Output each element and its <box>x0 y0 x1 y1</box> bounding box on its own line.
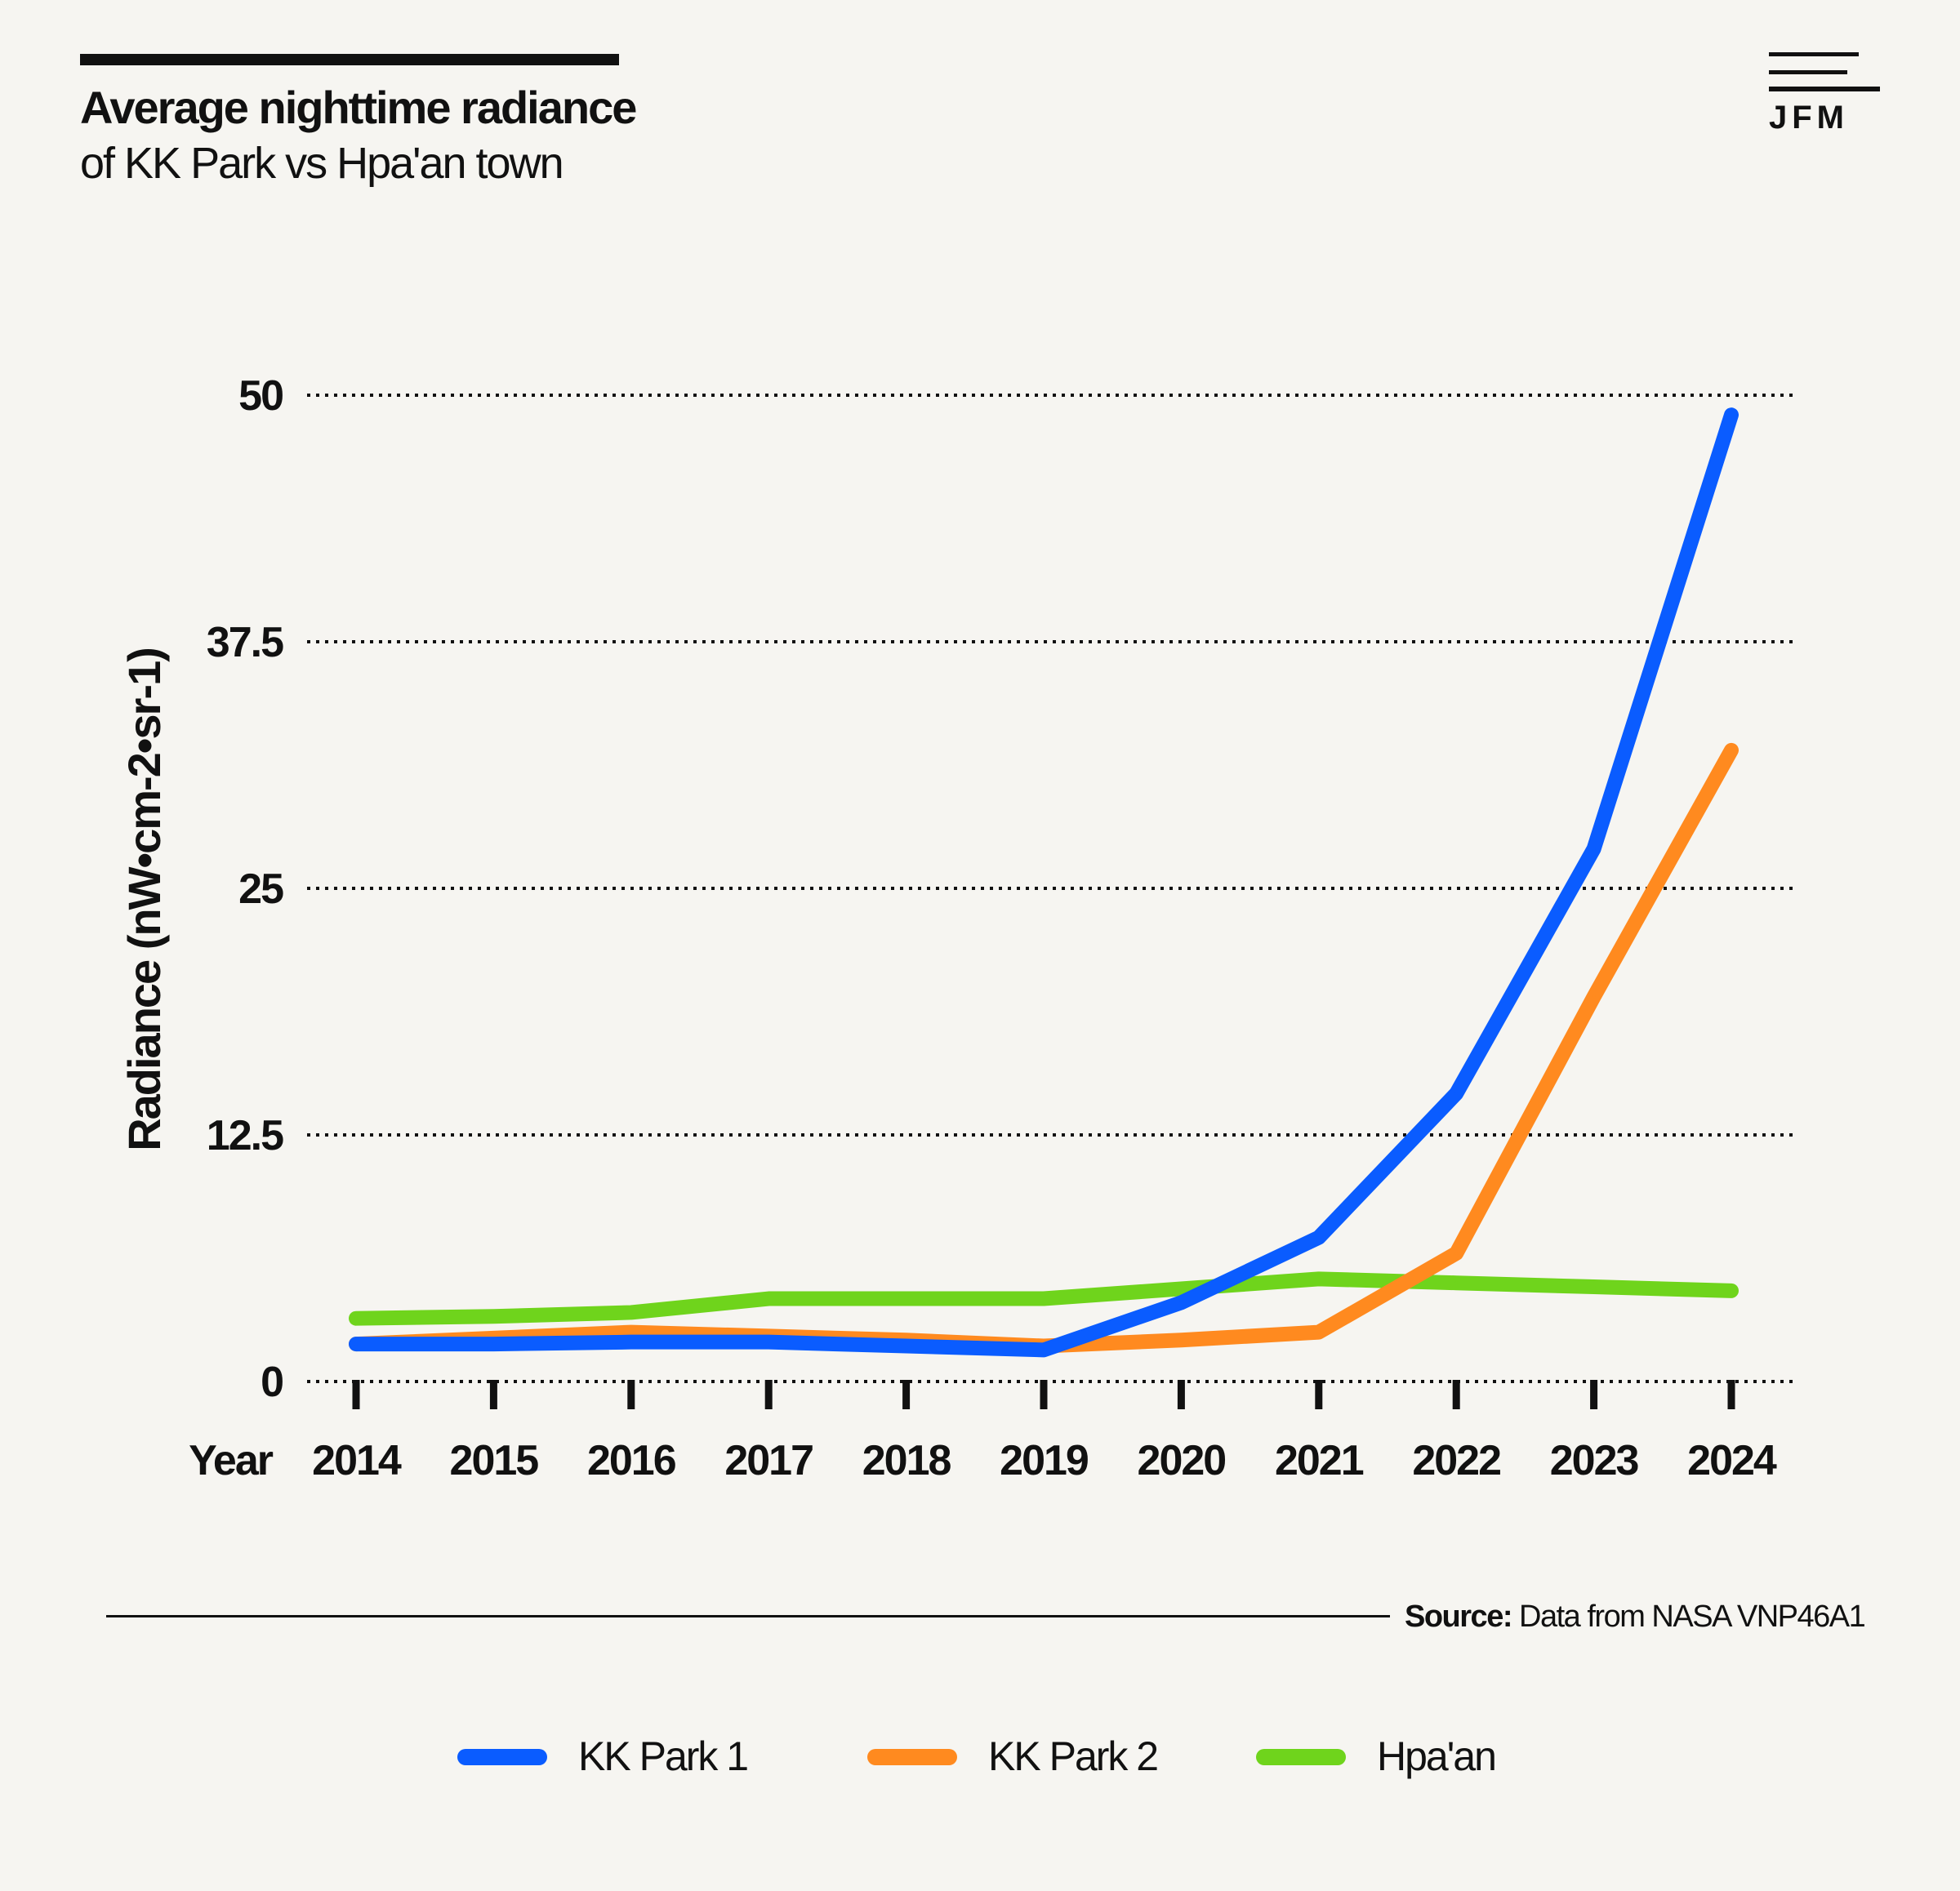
data-point <box>904 1344 908 1348</box>
logo-text: JFM <box>1769 100 1849 136</box>
title-rule <box>80 54 619 65</box>
x-tick-label: 2014 <box>312 1437 402 1484</box>
logo-line <box>1769 70 1847 74</box>
y-tick-label: 37.5 <box>207 619 283 666</box>
y-tick-label: 25 <box>238 865 283 913</box>
legend-label: Hpa'an <box>1377 1733 1497 1779</box>
y-tick-label: 50 <box>238 372 283 420</box>
source-text: Data from NASA VNP46A1 <box>1519 1600 1866 1634</box>
data-point <box>767 1340 771 1344</box>
data-point <box>354 1316 358 1320</box>
y-tick-label: 0 <box>261 1359 283 1406</box>
data-point <box>1316 1330 1321 1334</box>
legend-swatch <box>457 1749 547 1765</box>
chart-legend: KK Park 1 KK Park 2 Hpa'an <box>0 1723 1960 1788</box>
data-point <box>492 1315 496 1319</box>
data-point <box>904 1297 908 1301</box>
x-tick-label: 2020 <box>1138 1437 1226 1484</box>
legend-label: KK Park 2 <box>988 1733 1159 1779</box>
data-point <box>1042 1348 1045 1352</box>
data-point <box>629 1330 633 1334</box>
x-tick-label: 2015 <box>450 1437 539 1484</box>
data-point <box>1179 1301 1183 1305</box>
legend-swatch <box>867 1749 957 1765</box>
data-point <box>1730 748 1733 752</box>
jfm-logo: JFM <box>1769 52 1883 136</box>
x-tick-label: 2024 <box>1687 1437 1777 1484</box>
data-point <box>1592 994 1596 999</box>
data-point <box>1179 1338 1183 1342</box>
series-line-kk-park-1 <box>349 407 1739 1358</box>
y-axis-title: Radiance (nW•cm-2•sr-1) <box>118 648 170 1151</box>
data-point <box>767 1297 771 1301</box>
data-point <box>1316 1277 1321 1281</box>
y-tick-label: 12.5 <box>207 1112 283 1159</box>
x-tick-label: 2022 <box>1412 1437 1500 1484</box>
series-line-kk-park-2 <box>349 742 1739 1354</box>
data-point <box>1042 1297 1045 1301</box>
data-point <box>1592 1285 1596 1289</box>
line-chart: 0 12.5 25 37.5 50 2014 2015 2016 2017 2018 2019 202… <box>118 372 1793 1484</box>
x-tick-label: 2023 <box>1550 1437 1639 1484</box>
logo-line <box>1769 52 1859 56</box>
x-tick-label: 2017 <box>724 1437 813 1484</box>
data-point <box>354 1342 358 1346</box>
data-point <box>1730 413 1733 417</box>
chart-title: Average nighttime radiance <box>80 82 637 133</box>
logo-line <box>1769 87 1880 91</box>
source-rule <box>106 1615 1390 1617</box>
legend-label: KK Park 1 <box>578 1733 749 1779</box>
data-point <box>1179 1287 1183 1291</box>
source-note: Source: Data from NASA VNP46A1 <box>1405 1597 1866 1636</box>
x-tick-label: 2021 <box>1275 1437 1364 1484</box>
data-point <box>1592 847 1596 851</box>
legend-swatch <box>1256 1749 1346 1765</box>
data-point <box>629 1340 633 1344</box>
data-point <box>1316 1235 1321 1239</box>
x-tick-label: 2016 <box>587 1437 676 1484</box>
data-point <box>629 1310 633 1315</box>
chart-subtitle: of KK Park vs Hpa'an town <box>80 139 564 188</box>
data-point <box>1454 1092 1459 1096</box>
source-label: Source: <box>1405 1600 1512 1634</box>
x-axis-title: Year <box>189 1437 274 1484</box>
data-point <box>1730 1288 1733 1293</box>
x-tick-label: 2018 <box>862 1437 951 1484</box>
x-tick-label: 2019 <box>1000 1437 1088 1484</box>
data-point <box>492 1342 496 1346</box>
data-point <box>1454 1281 1459 1285</box>
data-point <box>1454 1251 1459 1255</box>
